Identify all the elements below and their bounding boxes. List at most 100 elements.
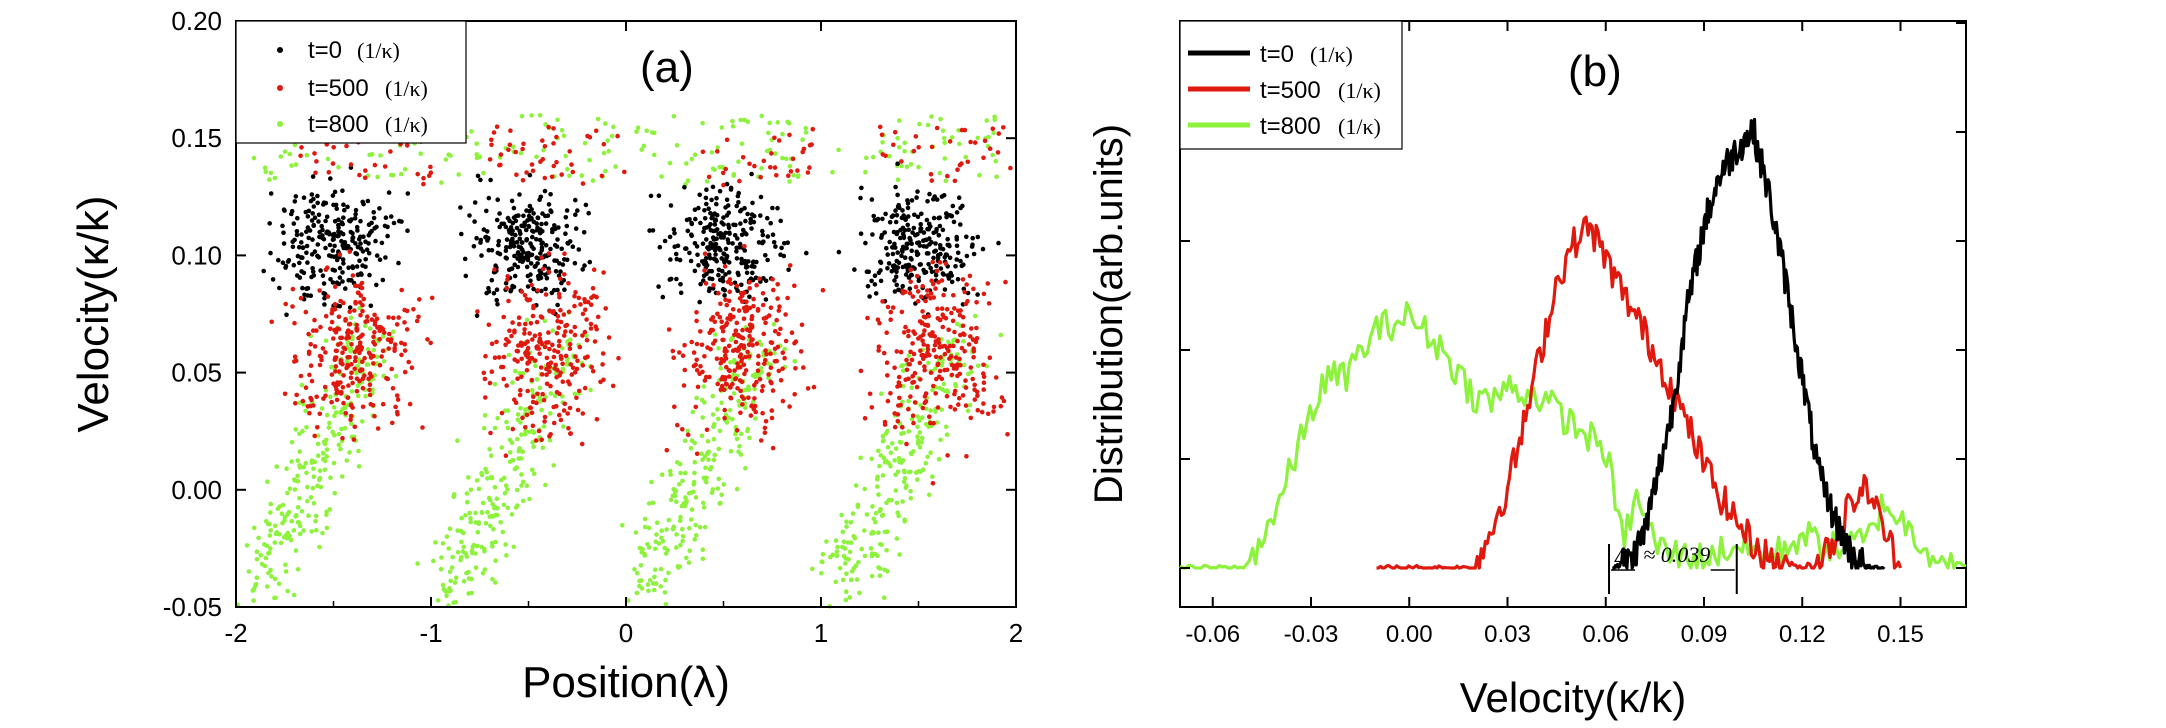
scatter-point <box>386 315 391 320</box>
scatter-point <box>367 326 373 331</box>
scatter-point <box>267 177 272 182</box>
scatter-point <box>358 218 363 224</box>
scatter-point <box>904 241 910 247</box>
scatter-point <box>680 534 686 539</box>
scatter-point <box>902 140 907 146</box>
scatter-point <box>704 427 710 433</box>
scatter-point <box>739 232 745 238</box>
scatter-point <box>937 170 943 176</box>
scatter-point <box>979 409 985 415</box>
scatter-point <box>1003 279 1008 285</box>
scatter-point <box>755 368 761 374</box>
scatter-point <box>417 297 422 302</box>
scatter-point <box>899 163 904 169</box>
scatter-point <box>704 187 709 192</box>
scatter-point <box>805 386 811 391</box>
scatter-point <box>537 230 543 236</box>
scatter-point <box>550 328 556 333</box>
scatter-point <box>644 128 649 133</box>
scatter-point <box>301 270 307 276</box>
scatter-point <box>524 368 530 373</box>
scatter-point <box>700 556 706 562</box>
scatter-point <box>382 330 387 335</box>
scatter-point <box>407 401 413 407</box>
scatter-point <box>331 145 337 150</box>
scatter-point <box>316 212 322 218</box>
scatter-point <box>499 221 505 227</box>
scatter-point <box>912 266 917 271</box>
scatter-point <box>512 262 517 268</box>
scatter-point <box>702 208 707 213</box>
y-tick-label-a: 0.05 <box>171 358 222 388</box>
scatter-point <box>541 424 547 429</box>
scatter-point <box>402 167 408 172</box>
scatter-point <box>323 218 328 224</box>
scatter-point <box>721 337 726 343</box>
scatter-point <box>931 230 936 236</box>
scatter-point <box>991 130 996 136</box>
scatter-point <box>876 270 882 276</box>
scatter-point <box>670 493 676 499</box>
scatter-point <box>396 315 402 320</box>
scatter-point <box>251 525 257 531</box>
scatter-point <box>873 510 879 516</box>
scatter-point <box>742 205 747 211</box>
scatter-point <box>606 335 612 340</box>
scatter-point <box>710 184 716 190</box>
scatter-point <box>325 156 331 162</box>
scatter-point <box>736 159 741 164</box>
scatter-point <box>633 530 639 535</box>
scatter-point <box>772 346 778 352</box>
scatter-point <box>601 150 607 156</box>
scatter-point <box>923 391 929 396</box>
scatter-point <box>746 259 751 264</box>
scatter-point <box>674 276 679 282</box>
scatter-point <box>749 403 754 409</box>
scatter-point <box>721 387 727 393</box>
scatter-point <box>895 230 900 235</box>
scatter-point <box>902 255 908 260</box>
scatter-point <box>524 251 530 256</box>
scatter-point <box>463 513 468 518</box>
scatter-point <box>264 584 270 589</box>
scatter-point <box>716 267 722 273</box>
scatter-point <box>664 527 669 532</box>
scatter-point <box>677 350 682 355</box>
scatter-point <box>280 502 286 508</box>
scatter-point <box>312 433 318 439</box>
scatter-point <box>911 420 916 426</box>
scatter-point <box>330 161 336 166</box>
scatter-point <box>486 195 492 201</box>
scatter-point <box>884 360 890 366</box>
scatter-point <box>574 366 580 372</box>
scatter-point <box>311 466 316 472</box>
scatter-point <box>328 176 333 181</box>
scatter-point <box>981 362 986 368</box>
scatter-point <box>324 412 330 418</box>
scatter-point <box>406 359 412 365</box>
scatter-point <box>305 260 310 265</box>
scatter-point <box>663 551 669 556</box>
scatter-point <box>783 156 789 162</box>
scatter-point <box>320 227 325 233</box>
scatter-point <box>288 537 294 543</box>
scatter-point <box>342 240 348 245</box>
scatter-point <box>349 389 355 394</box>
scatter-point <box>574 395 579 401</box>
scatter-point <box>641 143 647 149</box>
scatter-point <box>867 391 873 397</box>
scatter-point <box>689 339 694 345</box>
scatter-point <box>357 368 363 374</box>
scatter-point <box>955 250 961 256</box>
scatter-point <box>573 354 578 359</box>
scatter-point <box>910 294 916 299</box>
scatter-point <box>697 192 702 198</box>
scatter-point <box>908 255 913 261</box>
scatter-point <box>649 479 654 485</box>
scatter-point <box>775 296 780 301</box>
scatter-point <box>517 192 522 197</box>
scatter-point <box>582 329 588 335</box>
legend-a-marker-0 <box>277 47 283 53</box>
scatter-point <box>749 316 754 322</box>
scatter-point <box>899 247 905 252</box>
